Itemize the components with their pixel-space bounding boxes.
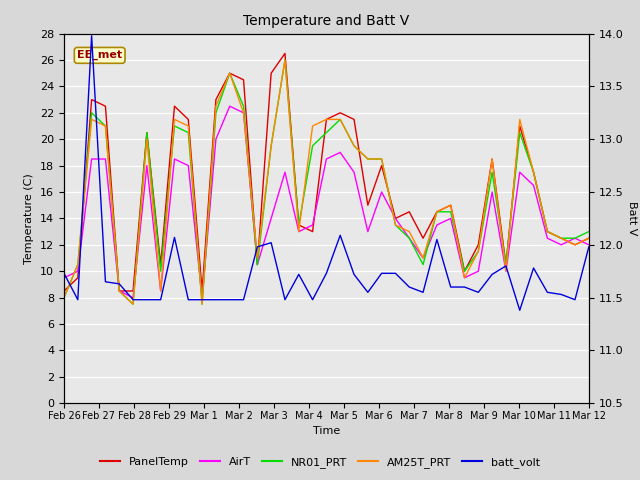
Y-axis label: Batt V: Batt V <box>627 201 637 236</box>
X-axis label: Time: Time <box>313 426 340 436</box>
Text: EE_met: EE_met <box>77 50 122 60</box>
Title: Temperature and Batt V: Temperature and Batt V <box>243 14 410 28</box>
Legend: PanelTemp, AirT, NR01_PRT, AM25T_PRT, batt_volt: PanelTemp, AirT, NR01_PRT, AM25T_PRT, ba… <box>95 452 545 472</box>
Y-axis label: Temperature (C): Temperature (C) <box>24 173 35 264</box>
